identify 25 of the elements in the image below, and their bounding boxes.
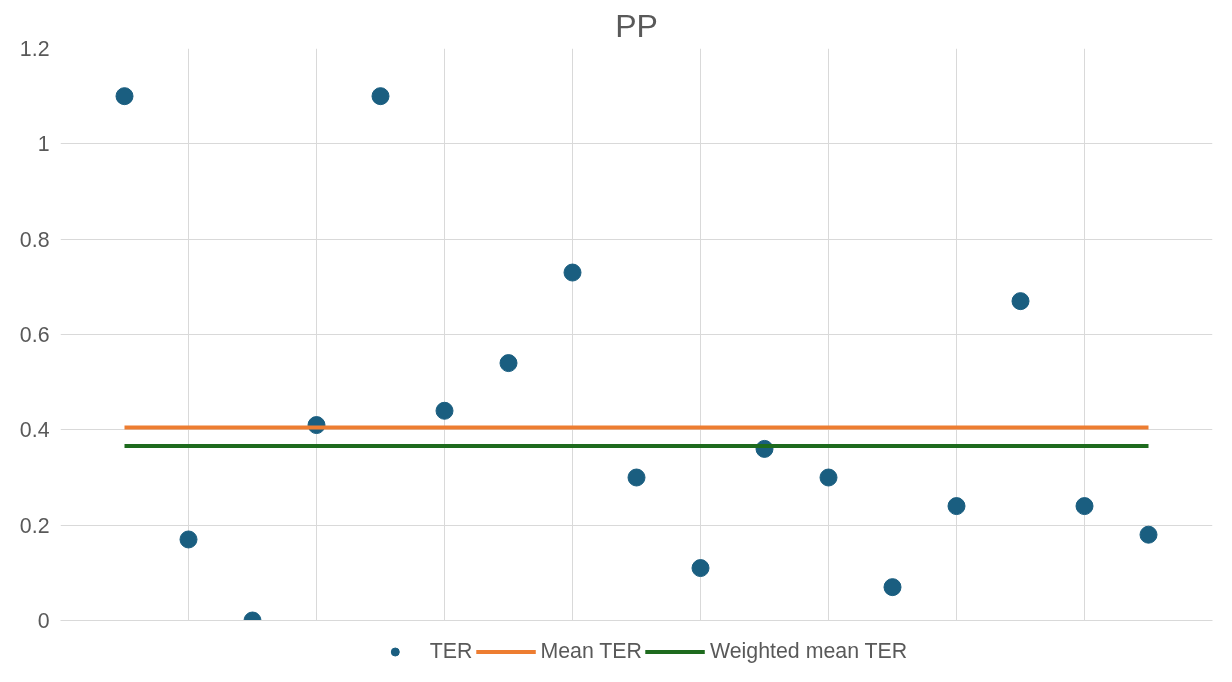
point — [947, 497, 966, 516]
point — [1139, 525, 1158, 544]
y-tick-label: 0.4 — [19, 418, 50, 443]
point — [179, 530, 198, 549]
point — [627, 468, 646, 487]
legend-label: Weighted mean TER — [710, 638, 908, 664]
legend-label: Mean TER — [540, 638, 643, 664]
point — [115, 87, 134, 106]
y-tick-label: 1.2 — [19, 37, 50, 61]
point — [371, 87, 390, 106]
point — [435, 401, 454, 420]
y-tick-label: 0.6 — [19, 323, 50, 347]
chart-title: PP — [615, 7, 658, 44]
point — [563, 263, 582, 282]
y-tick-label: 0.8 — [19, 227, 50, 252]
point — [691, 559, 710, 578]
y-tick-label: 1 — [37, 132, 50, 157]
y-tick-label: 0.2 — [19, 513, 50, 538]
point — [819, 468, 838, 487]
point — [1075, 497, 1094, 516]
point — [883, 578, 902, 597]
point — [499, 354, 518, 373]
y-tick-label: 0 — [37, 609, 50, 633]
legend-label: TER — [429, 638, 473, 664]
point — [1011, 292, 1030, 311]
